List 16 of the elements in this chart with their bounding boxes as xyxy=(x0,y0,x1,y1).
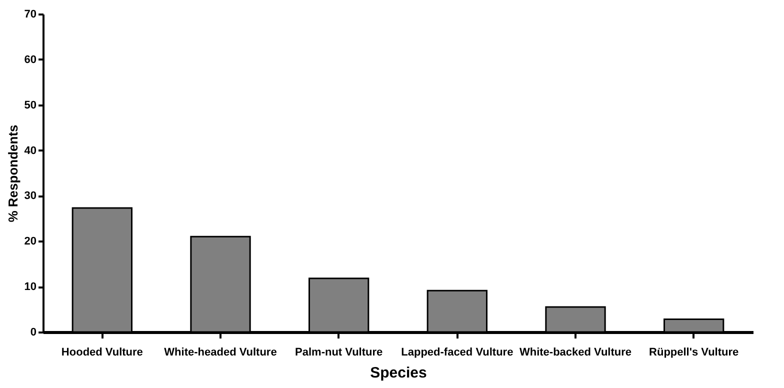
y-axis-title: % Respondents xyxy=(5,124,20,222)
x-tick-label: Palm-nut Vulture xyxy=(295,346,383,358)
x-tick-label: Lapped-faced Vulture xyxy=(401,346,514,358)
y-tick-label: 50 xyxy=(24,99,36,112)
x-axis-title: Species xyxy=(370,364,427,382)
x-tick-label: White-headed Vulture xyxy=(164,346,277,358)
x-tick-label: Rüppell's Vulture xyxy=(649,346,739,358)
y-tick-label: 10 xyxy=(24,281,36,294)
y-tick-label: 40 xyxy=(24,144,36,157)
y-tick-label: 70 xyxy=(24,8,36,20)
y-tick-label: 60 xyxy=(24,54,36,66)
x-tick-label: Hooded Vulture xyxy=(61,346,143,358)
x-tick-label: White-backed Vulture xyxy=(519,346,632,358)
y-tick-label: 20 xyxy=(24,236,36,248)
y-tick-label: 30 xyxy=(24,190,36,202)
y-tick-label: 0 xyxy=(30,326,36,338)
